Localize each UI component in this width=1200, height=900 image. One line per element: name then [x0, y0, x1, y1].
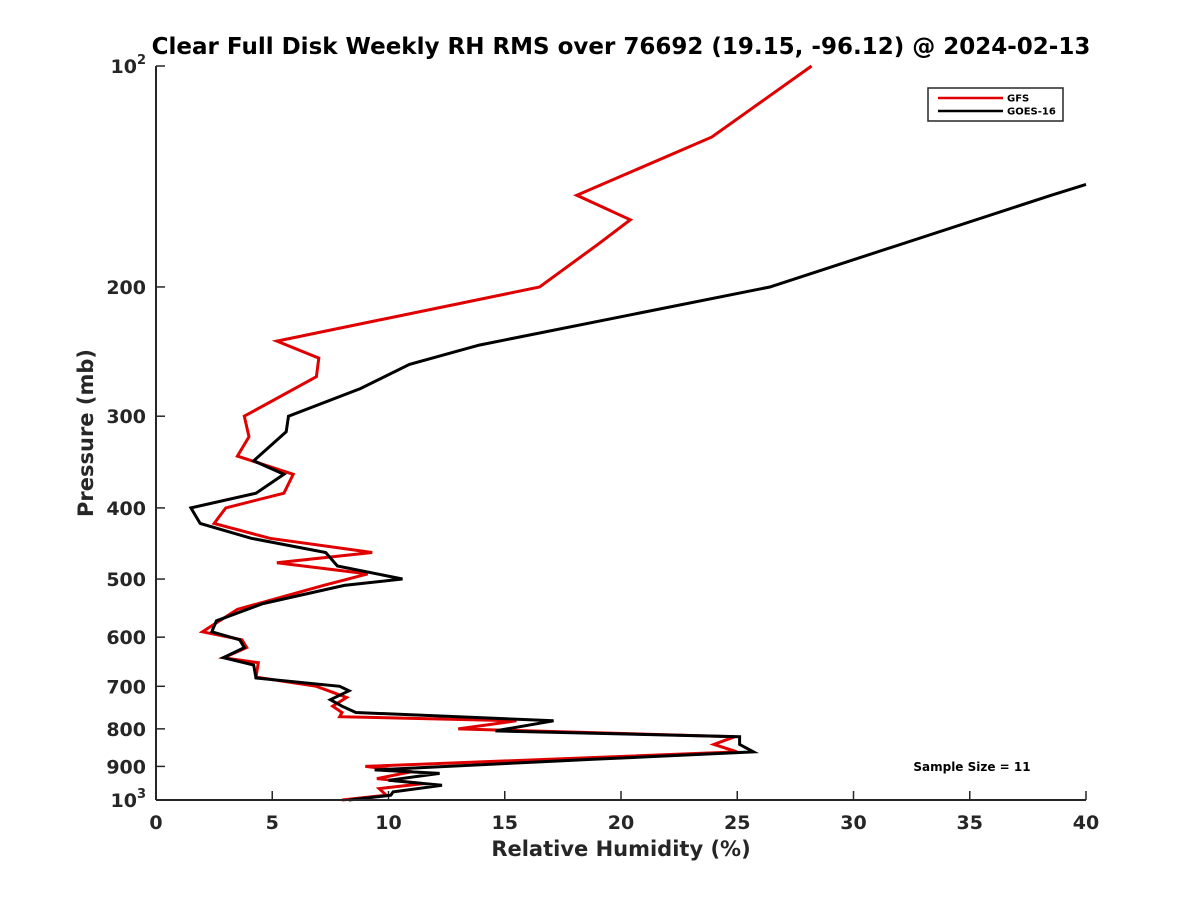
- chart-title: Clear Full Disk Weekly RH RMS over 76692…: [152, 34, 1091, 60]
- x-axis-label: Relative Humidity (%): [491, 837, 750, 861]
- y-tick-label: 500: [106, 569, 146, 591]
- legend-box: [927, 87, 1064, 122]
- y-tick-base: 10: [111, 56, 137, 78]
- x-tick-label: 30: [840, 812, 866, 834]
- x-tick-label: 40: [1073, 812, 1099, 834]
- x-tick-label: 35: [957, 812, 983, 834]
- x-tick-label: 0: [149, 812, 162, 834]
- legend-gfs-label: GFS: [1007, 94, 1029, 105]
- series-line-gfs: [198, 64, 813, 802]
- x-tick-label: 10: [375, 812, 401, 834]
- y-tick-label: 600: [106, 627, 146, 649]
- legend-goes16-label: GOES-16: [1007, 107, 1056, 118]
- y-tick-label: 200: [106, 277, 146, 299]
- x-tick-label: 15: [492, 812, 518, 834]
- y-tick-label: 800: [106, 719, 146, 741]
- y-tick-exponent: 3: [137, 787, 146, 802]
- x-tick-label: 20: [608, 812, 634, 834]
- x-tick-label: 5: [266, 812, 279, 834]
- y-tick-label: 900: [106, 756, 146, 778]
- legend: GFS GOES-16: [927, 87, 1064, 122]
- y-axis-label: Pressure (mb): [74, 349, 98, 517]
- sample-size-annotation: Sample Size = 11: [913, 760, 1030, 774]
- y-tick-base: 10: [111, 790, 137, 812]
- y-tick-label: 700: [106, 676, 146, 698]
- series-lines: [188, 64, 1087, 802]
- series-line-goes-16: [188, 182, 1087, 802]
- y-tick-label: 400: [106, 498, 146, 520]
- x-axis-ticks: 0 5 10 15 20 25 30 35 40: [149, 791, 1099, 834]
- y-tick-label: 103: [111, 787, 147, 812]
- x-tick-label: 25: [724, 812, 750, 834]
- y-tick-exponent: 2: [137, 53, 146, 68]
- y-tick-label: 300: [106, 406, 146, 428]
- y-tick-label: 102: [111, 53, 147, 78]
